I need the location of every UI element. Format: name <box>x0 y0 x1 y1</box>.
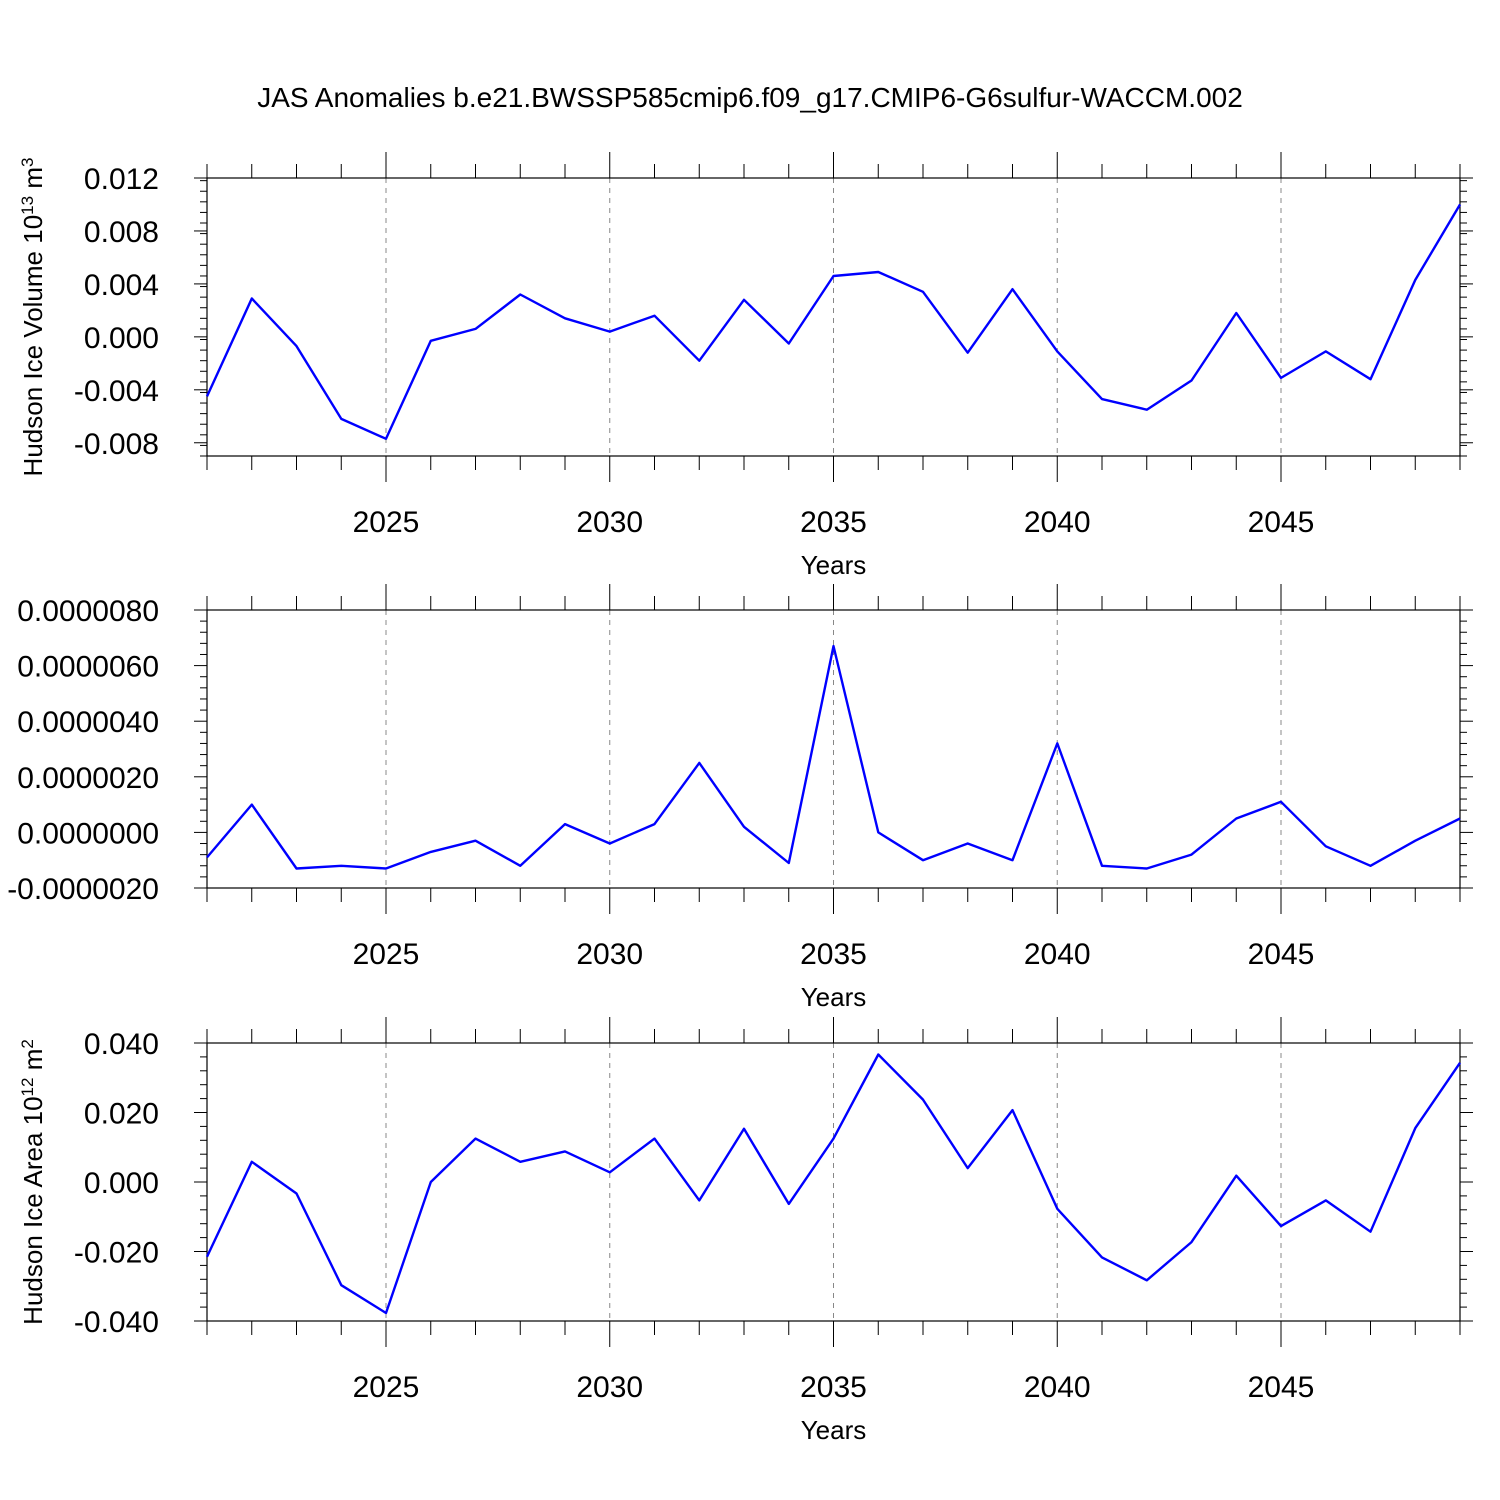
y-tick-label: -0.040 <box>74 1306 159 1339</box>
y-tick-label: 0.0000080 <box>17 595 159 628</box>
chart-panel-3: -0.040 -0.020 0.000 0.020 0.040 2025 2030 2035 2… <box>18 1017 1473 1445</box>
x-tick-label: 2030 <box>576 1371 643 1404</box>
y-tick-label: -0.020 <box>74 1237 159 1270</box>
x-tick-label: 2045 <box>1248 1371 1315 1404</box>
plot-frame <box>206 1042 1461 1322</box>
x-tick-label: 2040 <box>1024 1371 1091 1404</box>
x-axis-label: Years <box>801 1415 867 1445</box>
x-axis-label: Years <box>801 982 867 1012</box>
y-tick-label: 0.008 <box>84 216 159 249</box>
x-tick-label: 2030 <box>576 938 643 971</box>
y-tick-label: 0.012 <box>84 163 159 196</box>
x-tick-label: 2025 <box>353 1371 420 1404</box>
y-tick-label: 0.000 <box>84 1167 159 1200</box>
y-axis-label-exponent: 13 <box>18 196 37 215</box>
y-axis-label-exponent: 12 <box>18 1078 37 1097</box>
y-tick-label: 0.020 <box>84 1098 159 1131</box>
y-axis-label-unit: m <box>18 167 48 196</box>
figure-title: JAS Anomalies b.e21.BWSSP585cmip6.f09_g1… <box>257 82 1243 113</box>
plot-frame <box>206 609 1461 889</box>
y-tick-label: 0.000 <box>84 322 159 355</box>
x-tick-label: 2025 <box>353 506 420 539</box>
series-line <box>206 644 1461 870</box>
x-tick-label: 2035 <box>800 938 867 971</box>
y-axis-label: Hudson Ice Area 1012 m2 <box>18 1039 49 1325</box>
chart-panel-1: -0.008 -0.004 0.000 0.004 0.008 0.012 2025 2030… <box>18 152 1473 580</box>
y-tick-label: 0.0000040 <box>17 706 159 739</box>
x-tick-label: 2045 <box>1248 938 1315 971</box>
y-axis-label-text: Hudson Ice Volume 10 <box>18 215 48 477</box>
x-tick-label: 2030 <box>576 506 643 539</box>
y-tick-label: 0.0000020 <box>17 762 159 795</box>
x-axis-label: Years <box>801 550 867 580</box>
y-tick-label: -0.008 <box>74 428 159 461</box>
y-tick-label: 0.040 <box>84 1028 159 1061</box>
x-tick-label: 2040 <box>1024 938 1091 971</box>
y-tick-label: -0.004 <box>74 375 159 408</box>
y-axis-label-unit-exponent: 3 <box>18 158 37 167</box>
y-axis-label-unit: m <box>18 1049 48 1078</box>
x-tick-label: 2040 <box>1024 506 1091 539</box>
chart-panel-2: -0.0000020 0.0000000 0.0000020 0.0000040 0.0… <box>7 584 1473 1012</box>
plot-frame <box>206 177 1461 457</box>
y-tick-label: -0.0000020 <box>7 873 159 906</box>
y-tick-label: 0.004 <box>84 269 159 302</box>
x-tick-label: 2035 <box>800 506 867 539</box>
y-axis-label-unit-exponent: 2 <box>18 1039 37 1048</box>
y-tick-label: 0.0000060 <box>17 651 159 684</box>
x-tick-label: 2045 <box>1248 506 1315 539</box>
y-axis-label-text: Hudson Ice Area 10 <box>18 1096 48 1324</box>
y-tick-label: 0.0000000 <box>17 817 159 850</box>
y-axis-label: Hudson Ice Volume 1013 m3 <box>18 158 49 477</box>
x-tick-label: 2025 <box>353 938 420 971</box>
panels: -0.008 -0.004 0.000 0.004 0.008 0.012 2025 2030… <box>7 152 1473 1445</box>
x-tick-label: 2035 <box>800 1371 867 1404</box>
